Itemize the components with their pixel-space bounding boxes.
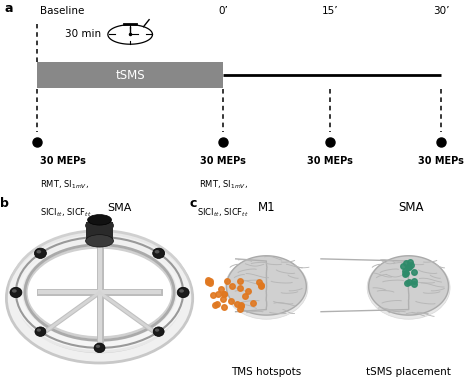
Ellipse shape xyxy=(93,232,106,242)
Text: 30 MEPs: 30 MEPs xyxy=(419,156,465,166)
Text: SMA: SMA xyxy=(399,201,424,214)
Ellipse shape xyxy=(94,343,105,353)
Text: tSMS: tSMS xyxy=(115,69,145,82)
Ellipse shape xyxy=(36,250,41,254)
Text: Baseline: Baseline xyxy=(40,6,84,16)
Ellipse shape xyxy=(155,328,159,332)
Ellipse shape xyxy=(96,345,100,348)
Ellipse shape xyxy=(88,215,111,225)
Ellipse shape xyxy=(96,234,100,237)
Ellipse shape xyxy=(367,256,450,319)
Bar xyxy=(86,222,113,241)
Text: TMS hotspots: TMS hotspots xyxy=(231,367,301,377)
Ellipse shape xyxy=(10,287,22,298)
Ellipse shape xyxy=(225,256,308,319)
Polygon shape xyxy=(369,256,448,315)
Text: SICI$_{tt}$, SICF$_{tt}$: SICI$_{tt}$, SICF$_{tt}$ xyxy=(40,207,91,219)
Text: 30 min: 30 min xyxy=(65,30,101,39)
Ellipse shape xyxy=(179,289,184,292)
Ellipse shape xyxy=(86,235,113,247)
Ellipse shape xyxy=(86,219,113,232)
Bar xyxy=(37,62,223,88)
Text: 15’: 15’ xyxy=(321,6,338,16)
Text: b: b xyxy=(0,197,9,210)
Text: RMT, SI$_{1mV}$,: RMT, SI$_{1mV}$, xyxy=(40,179,89,191)
Polygon shape xyxy=(227,256,306,315)
Text: SMA: SMA xyxy=(107,203,132,213)
Ellipse shape xyxy=(177,287,189,298)
Text: 30 MEPs: 30 MEPs xyxy=(40,156,85,166)
Ellipse shape xyxy=(153,327,164,337)
Text: 30 MEPs: 30 MEPs xyxy=(307,156,353,166)
Text: a: a xyxy=(5,2,13,15)
Text: 30 MEPs: 30 MEPs xyxy=(200,156,246,166)
Text: 30’: 30’ xyxy=(433,6,450,16)
Text: tSMS placement: tSMS placement xyxy=(366,367,451,377)
Text: M1: M1 xyxy=(257,201,275,214)
Ellipse shape xyxy=(35,327,46,337)
Ellipse shape xyxy=(36,328,41,332)
Text: RMT, SI$_{1mV}$,: RMT, SI$_{1mV}$, xyxy=(199,179,247,191)
Text: c: c xyxy=(190,197,197,210)
Ellipse shape xyxy=(12,289,17,292)
Ellipse shape xyxy=(155,250,159,254)
Text: 0’: 0’ xyxy=(218,6,228,16)
Ellipse shape xyxy=(153,248,164,259)
Text: SICI$_{tt}$, SICF$_{tt}$: SICI$_{tt}$, SICF$_{tt}$ xyxy=(197,207,249,219)
Ellipse shape xyxy=(35,248,46,259)
